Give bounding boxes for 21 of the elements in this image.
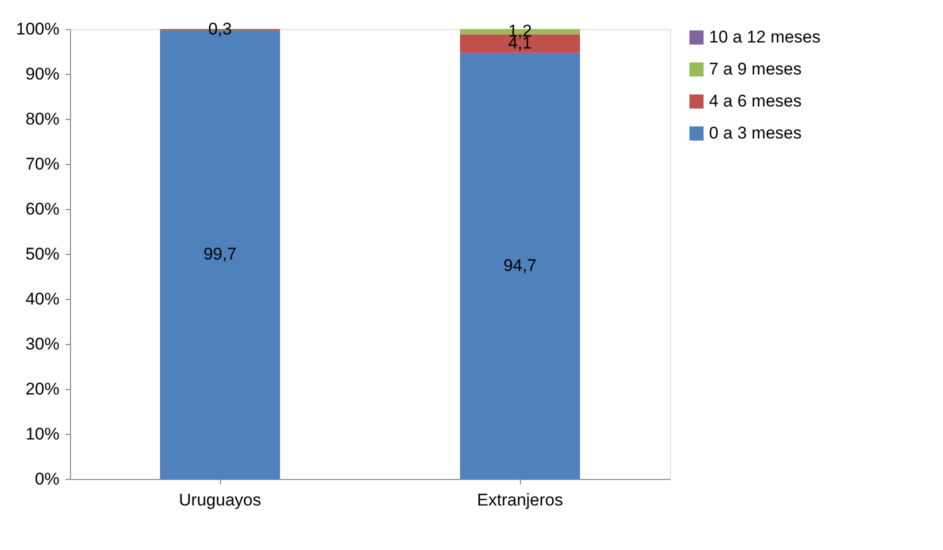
x-tick-label: Extranjeros — [477, 490, 563, 510]
legend-label: 0 a 3 meses — [709, 124, 802, 142]
legend-label: 7 a 9 meses — [709, 60, 802, 78]
y-tick-label: 50% — [25, 244, 60, 264]
data-label: 0,3 — [208, 20, 232, 39]
y-tick-label: 100% — [16, 20, 60, 38]
bar — [460, 52, 580, 479]
y-tick-label: 40% — [25, 290, 60, 308]
y-tick-label: 80% — [25, 110, 60, 128]
y-tick-label: 20% — [25, 380, 60, 398]
legend-label: 4 a 6 meses — [709, 92, 802, 110]
x-tick-label: Uruguayos — [178, 490, 262, 510]
y-tick-label: 0% — [34, 470, 60, 488]
y-tick-label: 30% — [25, 334, 60, 354]
y-tick-label: 70% — [25, 154, 60, 174]
y-tick-label: 10% — [25, 424, 60, 444]
data-label: 99,7 — [203, 244, 237, 264]
y-tick-label: 90% — [25, 64, 60, 84]
legend-label: 10 a 12 meses — [709, 28, 821, 46]
y-tick-label: 60% — [25, 200, 60, 218]
data-label: 94,7 — [503, 256, 537, 275]
